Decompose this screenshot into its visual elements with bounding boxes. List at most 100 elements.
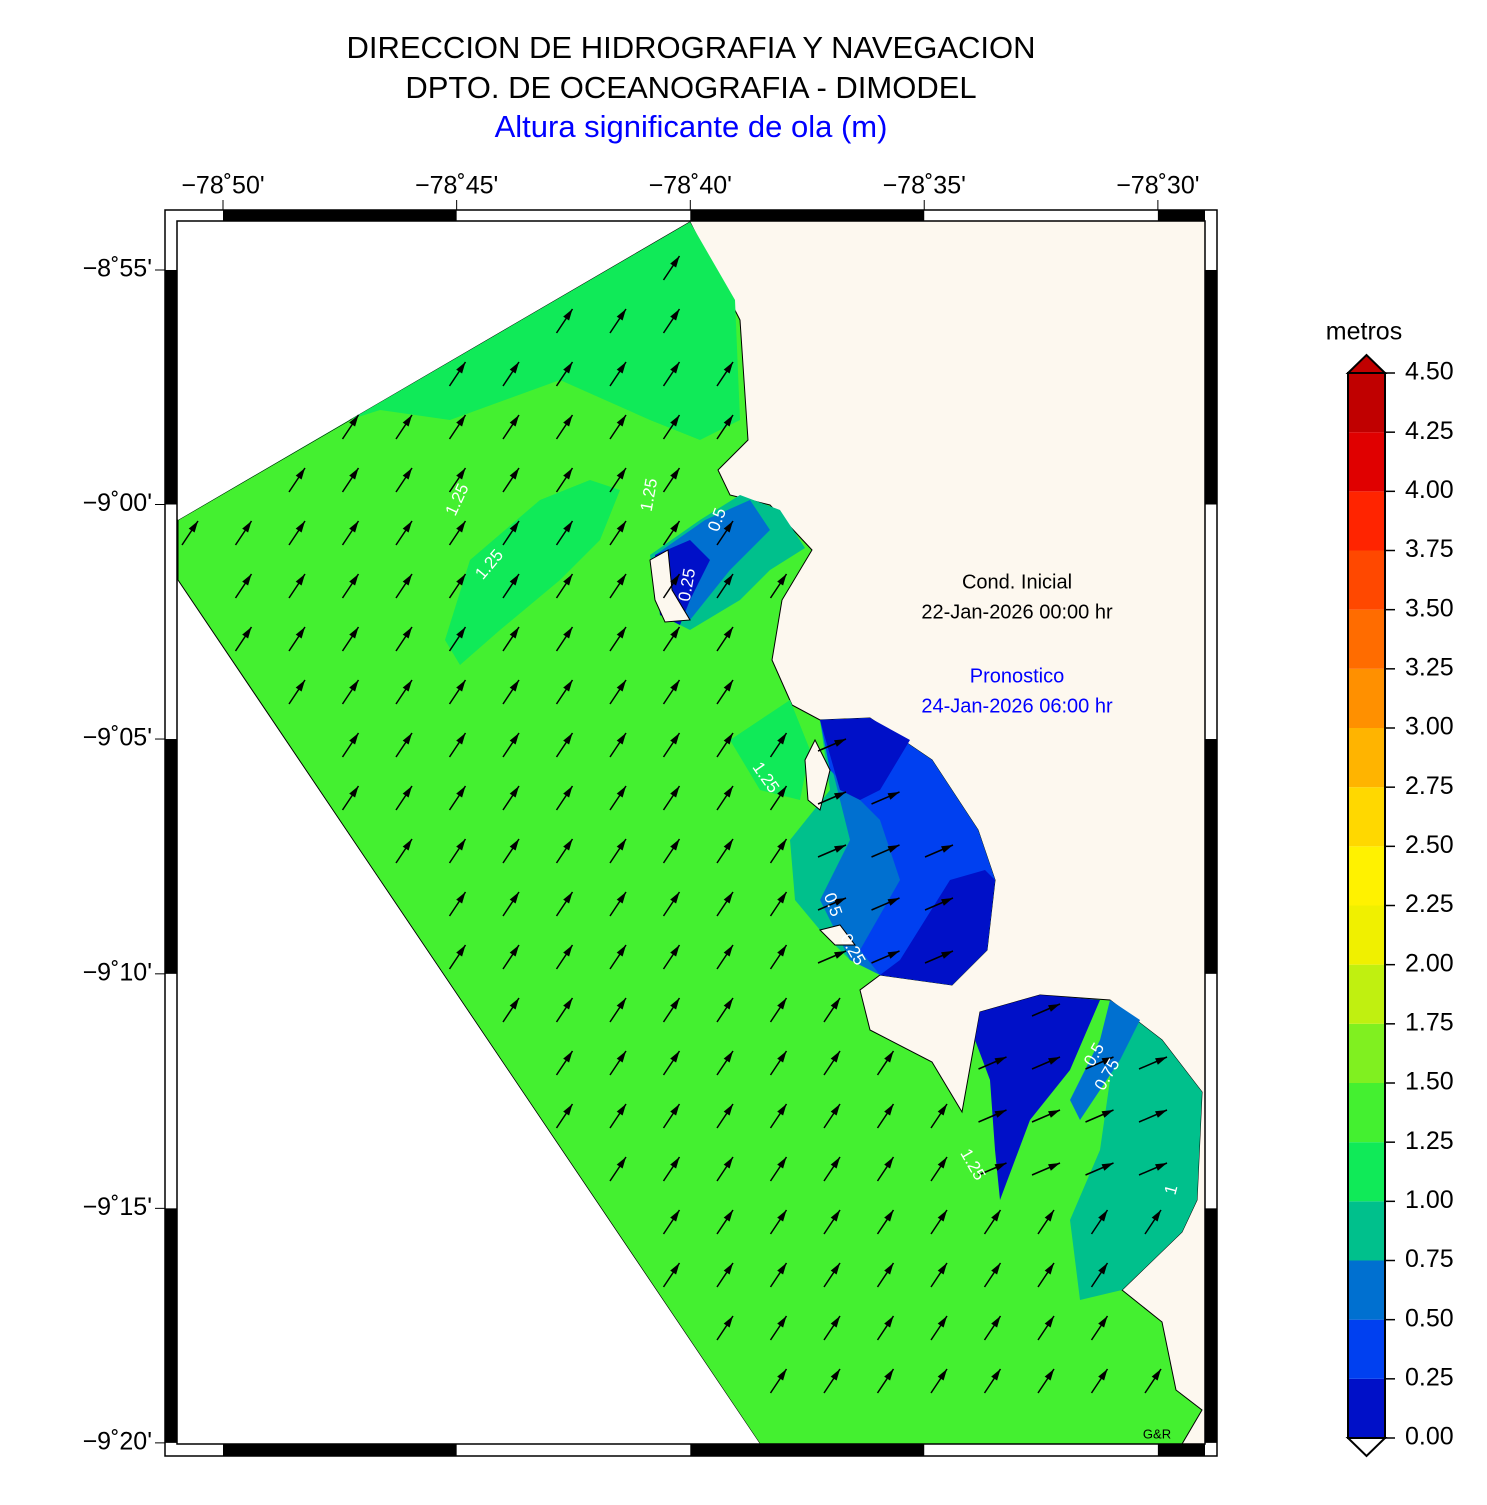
arrow-head [402, 468, 412, 480]
frame-bar [165, 269, 177, 505]
arrow-head [1101, 1110, 1114, 1118]
annotation: 22-Jan-2026 00:00 hr [921, 601, 1113, 623]
arrow-head [616, 1051, 626, 1063]
subtitle: DPTO. DE OCEANOGRAFIA - DIMODEL [405, 70, 976, 105]
arrow-head [1155, 1057, 1167, 1065]
colorbar-tick-label: 3.50 [1405, 594, 1454, 622]
arrow-head [1044, 1210, 1054, 1222]
arrow-head [349, 733, 359, 745]
arrow-head [777, 1210, 787, 1222]
arrow-head [456, 786, 466, 798]
arrow-head [616, 309, 626, 321]
arrow-head [1048, 1004, 1060, 1012]
contour-region [975, 995, 1100, 1200]
arrow-head [991, 1210, 1001, 1222]
frame-bar [165, 739, 177, 974]
arrow-head [887, 792, 900, 800]
arrow-head [456, 945, 466, 957]
frame-bar [690, 1444, 925, 1456]
colorbar-bin [1348, 609, 1385, 669]
arrow-head [402, 680, 412, 692]
arrow-head [563, 839, 573, 851]
arrow-head [777, 1263, 787, 1275]
arrow-head [991, 1316, 1001, 1328]
arrow-head [777, 1316, 787, 1328]
arrow-head [402, 521, 412, 533]
colorbar-bin [1348, 1142, 1385, 1202]
colorbar-bin [1348, 1260, 1385, 1320]
y-tick-label: −9˚05' [83, 724, 152, 752]
arrow-head [188, 521, 198, 533]
arrow-head [509, 945, 519, 957]
y-tick-label: −8˚55' [83, 255, 152, 283]
frame-bar [1205, 739, 1217, 974]
arrow-head [509, 998, 519, 1010]
contour-region [445, 480, 620, 665]
arrow-head [402, 627, 412, 639]
arrow-head [887, 845, 900, 853]
arrow-head [295, 680, 305, 692]
arrow-head [563, 1104, 573, 1116]
arrow-head [937, 1369, 947, 1381]
arrow-head [670, 362, 680, 374]
map-area [177, 221, 1205, 1444]
arrow-head [670, 839, 680, 851]
arrow-head [456, 521, 466, 533]
arrow-head [777, 733, 787, 745]
arrow-head [884, 1051, 894, 1063]
arrow-head [563, 362, 573, 374]
arrow-head [349, 680, 359, 692]
arrow-head [723, 627, 733, 639]
arrow-head [670, 256, 680, 268]
arrow-head [777, 945, 787, 957]
colorbar-tick-label: 4.00 [1405, 476, 1454, 504]
arrow-head [509, 680, 519, 692]
arrow-head [616, 839, 626, 851]
arrow-head [1048, 1110, 1060, 1118]
arrow-head [830, 1051, 840, 1063]
arrow-head [830, 1316, 840, 1328]
x-tick-label: −78˚45' [415, 172, 498, 200]
arrow-head [723, 1263, 733, 1275]
arrow-head [884, 1157, 894, 1169]
colorbar-tick-label: 1.50 [1405, 1068, 1454, 1096]
colorbar-tick-label: 0.25 [1405, 1363, 1454, 1391]
arrow-head [1151, 1210, 1161, 1222]
arrow-head [670, 521, 680, 533]
frame-bar [1157, 210, 1205, 221]
arrow-head [723, 1210, 733, 1222]
arrow-head [509, 521, 519, 533]
arrow-head [670, 1263, 680, 1275]
island [649, 549, 856, 946]
arrow-head [723, 786, 733, 798]
arrow-head [456, 892, 466, 904]
arrow-head [1098, 1369, 1108, 1381]
x-tick-label: −78˚30' [1116, 172, 1199, 200]
arrow-head [937, 1157, 947, 1169]
arrow-head [509, 574, 519, 586]
colorbar-tick-label: 0.50 [1405, 1304, 1454, 1332]
outside-domain [177, 221, 760, 1444]
arrow-head [670, 680, 680, 692]
arrow-head [937, 1210, 947, 1222]
arrow-head [616, 945, 626, 957]
arrow-head [349, 415, 359, 427]
arrow-head [884, 1316, 894, 1328]
arrow-head [349, 468, 359, 480]
colorbar-tick-label: 1.00 [1405, 1186, 1454, 1214]
arrow-head [830, 1210, 840, 1222]
colorbar-tick-label: 3.75 [1405, 535, 1454, 563]
arrow-head [456, 468, 466, 480]
arrow-head [884, 1263, 894, 1275]
arrow-head [670, 468, 680, 480]
x-tick-label: −78˚40' [649, 172, 732, 200]
arrow-head [777, 574, 787, 586]
arrow-head [994, 1057, 1007, 1065]
arrow-head [509, 786, 519, 798]
arrow-head [670, 309, 680, 321]
arrow-head [670, 627, 680, 639]
arrow-head [456, 680, 466, 692]
colorbar-tick-label: 1.75 [1405, 1008, 1454, 1036]
arrow-head [884, 1369, 894, 1381]
